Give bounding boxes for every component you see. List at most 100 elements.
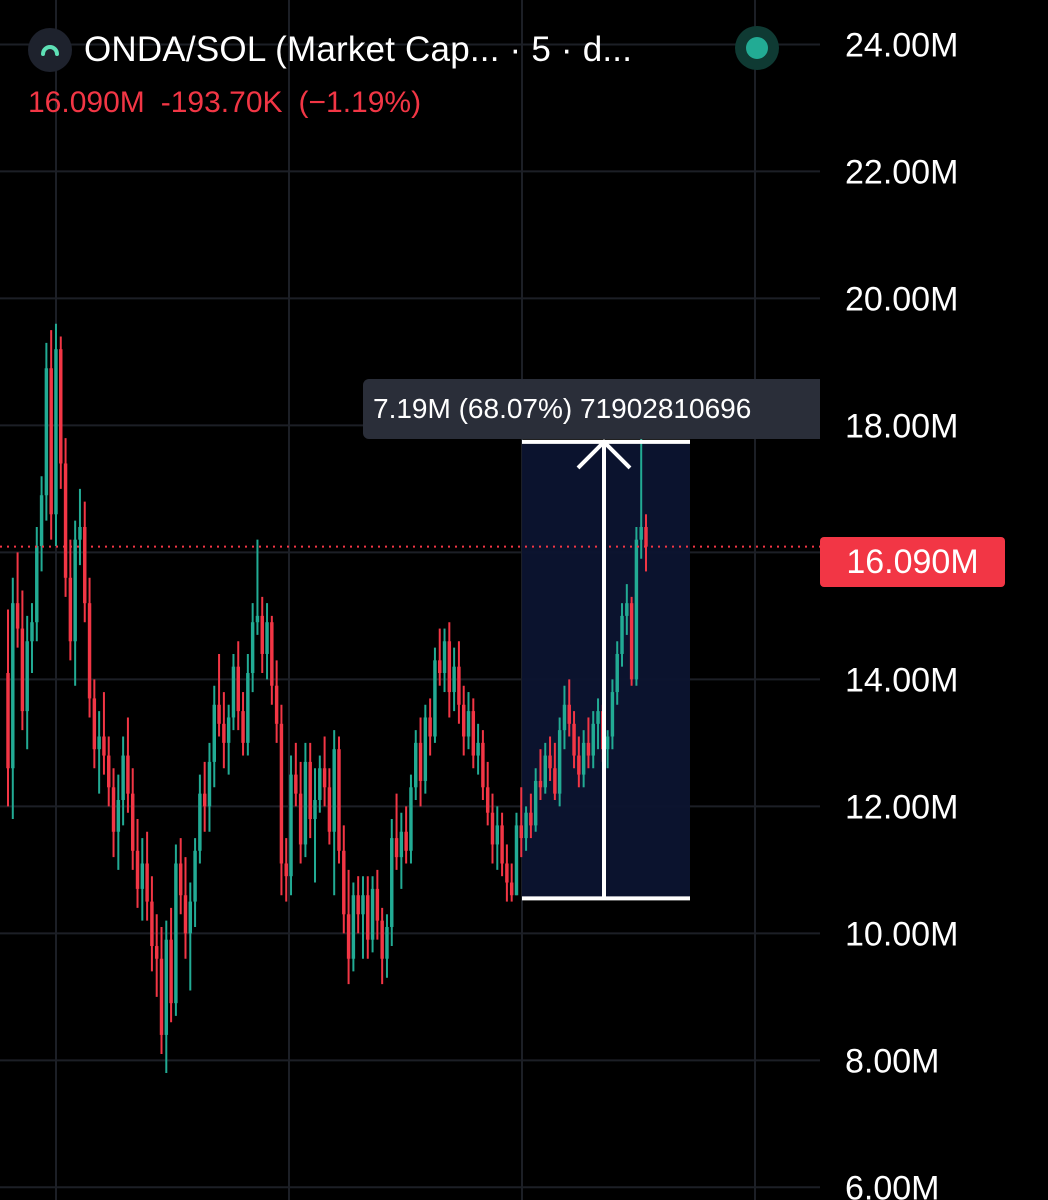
candle-body <box>54 349 58 515</box>
candle-body <box>322 768 327 788</box>
arc-icon[interactable] <box>28 28 72 72</box>
candle-body <box>399 831 404 858</box>
candle-body <box>485 787 490 813</box>
candle-body <box>30 622 34 642</box>
candle-body <box>442 641 447 674</box>
candle-body <box>44 368 49 496</box>
candle-body <box>313 800 317 820</box>
candle-body <box>572 723 576 756</box>
candle-body <box>490 812 495 845</box>
candle-body <box>59 349 63 464</box>
candle-body <box>346 914 351 959</box>
candle-body <box>466 711 471 737</box>
candle-body <box>605 736 610 750</box>
candle-body <box>385 926 389 959</box>
y-axis-tick-label: 6.00M <box>845 1169 940 1200</box>
candle-body <box>418 742 423 781</box>
candle-body <box>130 793 135 851</box>
candle-body <box>260 615 264 654</box>
candle-body <box>553 768 557 794</box>
candle-body <box>394 838 399 858</box>
candle-body <box>644 526 648 547</box>
candle-body <box>92 698 97 750</box>
candle-body <box>629 603 634 680</box>
candle-body <box>39 495 44 547</box>
chart-header: ONDA/SOL (Market Cap... · 5 · d... <box>28 28 632 72</box>
candle-body <box>529 812 533 826</box>
candle-body <box>174 863 178 1004</box>
candle-body <box>342 850 346 915</box>
candle-body <box>87 603 92 699</box>
change-value: -193.70K <box>160 86 283 119</box>
candle-body <box>461 704 466 737</box>
quote-line: 16.090M -193.70K (−1.19%) <box>28 86 421 120</box>
candle-body <box>361 895 365 915</box>
candle-body <box>548 755 552 769</box>
candle-body <box>457 666 461 705</box>
candle-body <box>15 603 20 629</box>
candle-body <box>188 901 193 934</box>
y-axis-tick-label: 24.00M <box>845 26 958 64</box>
candle-body <box>639 526 643 540</box>
live-status-icon[interactable] <box>735 26 779 70</box>
candle-body <box>246 673 250 743</box>
candle-body <box>49 368 53 515</box>
y-axis-tick-label: 20.00M <box>845 280 958 318</box>
candle-body <box>620 615 624 654</box>
candle-body <box>337 749 341 851</box>
candle-body <box>562 704 567 731</box>
candle-body <box>202 793 207 807</box>
candle-body <box>169 939 173 1004</box>
candle-body <box>116 800 121 832</box>
candle-body <box>178 863 183 896</box>
candle-body <box>303 761 308 845</box>
candle-body <box>83 526 87 604</box>
candle-body <box>634 539 639 680</box>
candle-body <box>274 685 279 724</box>
candle-body <box>428 717 432 737</box>
candle-body <box>356 895 360 915</box>
candle-body <box>476 742 480 756</box>
y-axis-tick-label: 18.00M <box>845 407 958 445</box>
candle-body <box>567 704 571 724</box>
candle-body <box>111 787 116 832</box>
candle-body <box>500 825 504 864</box>
candle-body <box>121 755 125 800</box>
candle-body <box>481 742 485 788</box>
candle-body <box>241 711 245 743</box>
status-dot <box>746 37 768 59</box>
candle-body <box>308 761 312 820</box>
candle-body <box>294 774 298 794</box>
candle-body <box>509 882 514 896</box>
candle-body <box>519 825 524 839</box>
candle-body <box>414 742 418 788</box>
candle-body <box>73 539 77 642</box>
y-axis-tick-label: 12.00M <box>845 788 958 826</box>
measure-label: 7.19M (68.07%) 71902810696 <box>363 379 820 439</box>
candle-body <box>452 666 456 693</box>
candle-body <box>447 641 452 693</box>
candle-body <box>265 622 269 654</box>
candle-body <box>25 641 29 712</box>
current-price-tag: 16.090M <box>820 537 1005 587</box>
candle-body <box>375 888 380 921</box>
candle-body <box>533 780 538 826</box>
candle-body <box>557 730 562 794</box>
candle-body <box>438 660 442 674</box>
candle-body <box>11 603 15 769</box>
candle-body <box>318 768 322 800</box>
candle-body <box>596 711 600 724</box>
candle-body <box>586 742 591 756</box>
candle-body <box>327 787 332 832</box>
candle-body <box>154 946 159 959</box>
candle-body <box>150 901 154 947</box>
candle-body <box>284 863 288 877</box>
candle-body <box>164 939 169 1035</box>
candle-body <box>351 895 356 959</box>
candle-body <box>543 755 547 788</box>
candle-body <box>610 692 615 737</box>
candle-body <box>625 603 629 616</box>
candle-body <box>198 793 202 851</box>
symbol-title[interactable]: ONDA/SOL (Market Cap... · 5 · d... <box>84 30 633 69</box>
